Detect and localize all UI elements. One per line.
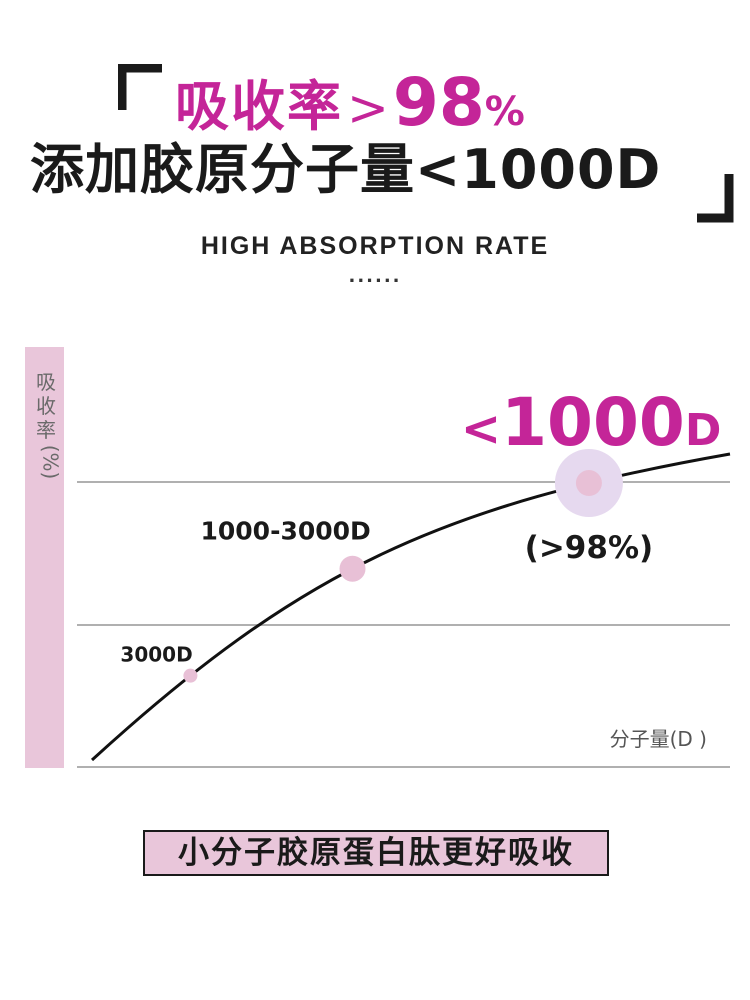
y-axis-label-main: 吸收率 [36, 370, 56, 442]
right-corner-bracket [697, 174, 734, 223]
title-line-1: 吸收率>98% [175, 70, 525, 136]
title-absorption-value: 98 [392, 64, 485, 141]
point-marker [339, 555, 366, 582]
point-sublabel: (>98%) [525, 530, 654, 566]
title-greater-than: > [347, 79, 389, 137]
title-line-2: 添加胶原分子量<1000D [30, 138, 662, 201]
point-label: <1000D [461, 384, 721, 461]
y-axis-band [25, 347, 64, 768]
dotted-divider: ...... [348, 266, 402, 287]
footer-banner: 小分子胶原蛋白肽更好吸收 [143, 830, 609, 876]
point-marker [183, 668, 198, 683]
title-percent-sign: % [484, 89, 525, 135]
absorption-curve [90, 452, 731, 762]
point-marker [575, 470, 602, 497]
x-axis-label: 分子量(D ) [610, 727, 707, 751]
subtitle: HIGH ABSORPTION RATE [200, 232, 550, 260]
left-corner-bracket [118, 64, 162, 110]
point-label: 1000-3000D [201, 517, 371, 546]
point-markers: 3000D 1000-3000D <1000D (>98%) [120, 384, 721, 683]
point-label: 3000D [120, 643, 192, 667]
y-axis-label: 吸收率 (%) [33, 370, 62, 479]
title-absorption-text: 吸收率 [175, 75, 343, 138]
